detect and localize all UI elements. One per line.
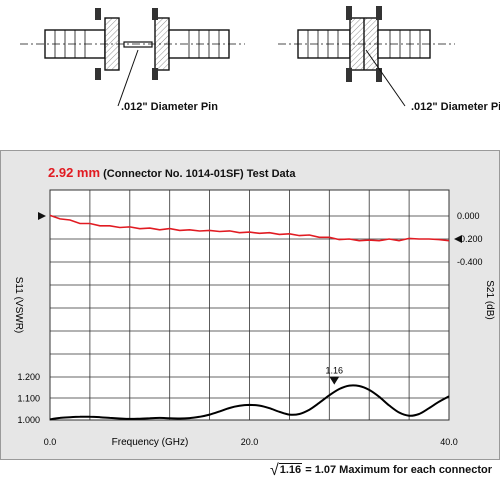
- s11-series-line: [49, 384, 450, 421]
- footer-note: √1.16 = 1.07 Maximum for each connector: [270, 462, 492, 480]
- x-tick-label: 20.0: [241, 437, 259, 447]
- footer-radicand: 1.16: [278, 463, 303, 476]
- chart-title-size: 2.92 mm: [48, 165, 101, 180]
- x-axis-label: Frequency (GHz): [112, 437, 189, 448]
- x-tick-label: 40.0: [440, 437, 458, 447]
- s21-series-line: [49, 214, 450, 242]
- sqrt-symbol: √: [269, 462, 279, 479]
- grid: [50, 190, 449, 420]
- pin-label-right: .012" Diameter Pin: [411, 101, 500, 113]
- right-axis-marker: [454, 235, 462, 243]
- connector-diagrams: [20, 6, 455, 107]
- left-axis-marker: [38, 212, 46, 220]
- s21-ytick-label: -0.200: [457, 234, 483, 244]
- chart-title-text: (Connector No. 1014-01SF) Test Data: [103, 168, 296, 180]
- x-tick-label: 0.0: [44, 437, 57, 447]
- s21-ytick-label: -0.400: [457, 257, 483, 267]
- s11-ytick-labels: 1.000 1.100 1.200: [17, 372, 40, 425]
- disconnected-connector-diagram: [20, 8, 245, 107]
- s11-ytick-label: 1.200: [17, 372, 40, 382]
- chart-svg: 1.000 1.100 1.200 0.000 -0.200 -0.400 0.0 20.…: [13, 189, 495, 448]
- peak-annotation: 1.16: [326, 366, 344, 385]
- chart-title: 2.92 mm (Connector No. 1014-01SF) Test D…: [48, 165, 295, 180]
- s21-axis-label: S21 (dB): [484, 280, 495, 319]
- s21-ytick-labels: 0.000 -0.200 -0.400: [457, 211, 483, 267]
- peak-label: 1.16: [326, 366, 344, 376]
- pin-label-left: .012" Diameter Pin: [121, 101, 218, 113]
- x-tick-labels: 0.0 20.0 40.0: [44, 437, 458, 447]
- footer-text: = 1.07 Maximum for each connector: [305, 464, 492, 476]
- s11-ytick-label: 1.000: [17, 415, 40, 425]
- peak-marker: [329, 376, 340, 385]
- s11-ytick-label: 1.100: [17, 394, 40, 404]
- mated-connector-diagram: [278, 6, 455, 107]
- s11-axis-label: S11 (VSWR): [13, 277, 24, 334]
- s21-ytick-label: 0.000: [457, 211, 480, 221]
